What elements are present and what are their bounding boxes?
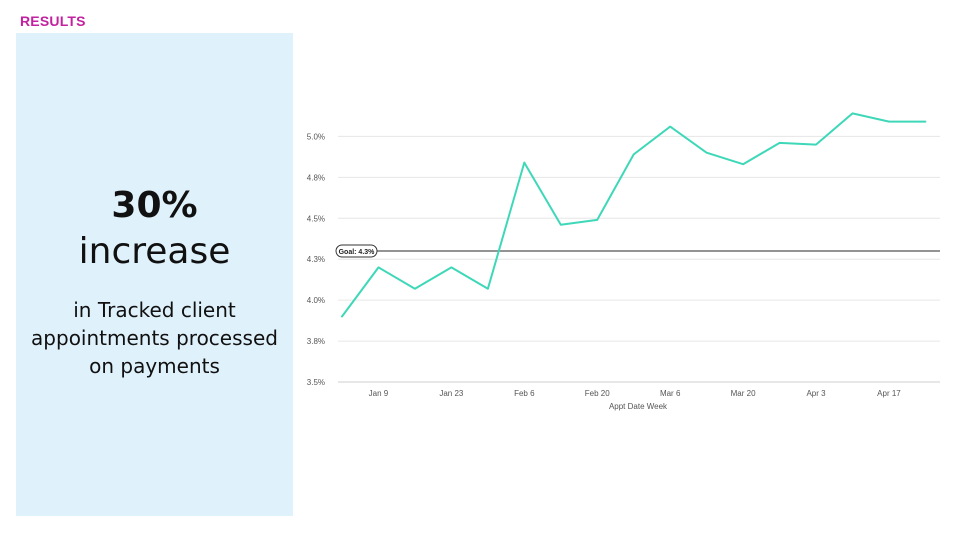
x-tick-label: Feb 20 [585,389,610,398]
x-tick-label: Jan 23 [439,389,464,398]
description-line: in Tracked client [73,298,236,322]
x-tick-label: Apr 17 [877,389,901,398]
stat-panel: 30% increase in Tracked client appointme… [16,33,293,516]
line-chart: 3.5% 3.8% 4.0% 4.3% 4.5% 4.8% 5.0% Jan 9 Jan 23 F… [307,112,940,411]
x-tick-label: Mar 20 [731,389,756,398]
y-tick-label: 4.0% [307,296,325,305]
series-line [341,112,927,318]
section-label: RESULTS [20,13,86,29]
y-tick-label: 3.8% [307,337,325,346]
stat-word: increase [78,231,231,272]
goal-label: Goal: 4.3% [339,249,376,256]
stat-percentage: 30% [111,185,198,226]
y-tick-label: 4.8% [307,173,325,182]
goal-label-badge [335,244,378,258]
x-tick-label: Apr 3 [806,389,826,398]
x-axis-title: Appt Date Week [609,402,668,411]
description-line: appointments processed [31,326,278,350]
y-tick-label: 4.5% [307,214,325,223]
stat-description: in Tracked client appointments processed… [16,296,293,380]
y-tick-label: 4.3% [307,255,325,264]
y-tick-label: 3.5% [307,378,325,387]
y-tick-label: 5.0% [307,132,325,141]
x-tick-label: Jan 9 [369,389,389,398]
x-tick-label: Mar 6 [660,389,681,398]
x-tick-label: Feb 6 [514,389,535,398]
description-line: on payments [89,354,220,378]
